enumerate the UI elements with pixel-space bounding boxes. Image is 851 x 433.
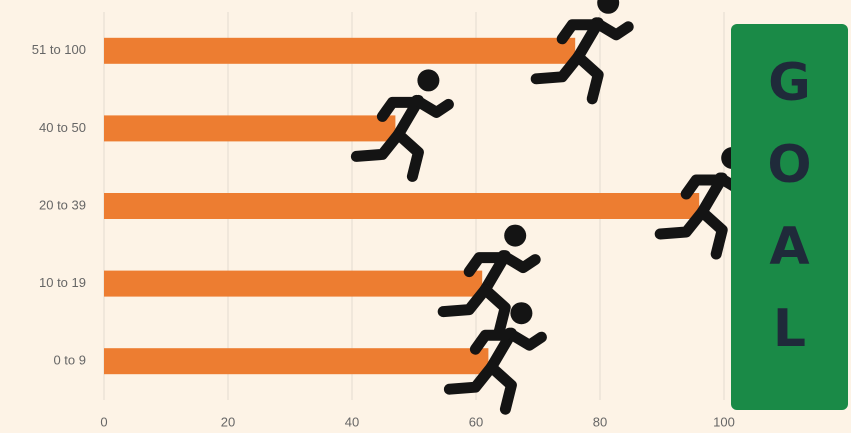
runner-arm (376, 96, 418, 122)
runner-leg (437, 284, 491, 318)
runner-leg (392, 128, 424, 182)
goal-box: GOAL (731, 24, 848, 410)
runner-icon (443, 302, 547, 415)
x-tick-label: 60 (469, 414, 483, 429)
runner-arm (590, 17, 634, 41)
bar (104, 348, 489, 375)
runner-leg (696, 206, 728, 260)
x-tick-label: 0 (100, 414, 107, 429)
runner-leg (530, 51, 584, 85)
runner-icon (437, 224, 541, 338)
runner-arm (410, 94, 454, 118)
runner-arm (469, 329, 511, 355)
y-tick-label: 20 to 39 (39, 197, 86, 212)
runner-head (597, 0, 620, 14)
runner-arm (556, 19, 598, 45)
runner-leg (654, 206, 708, 240)
bar (104, 270, 483, 297)
runner-leg (572, 51, 604, 105)
runner-icon (530, 0, 634, 105)
bar (104, 37, 576, 64)
bar (104, 115, 396, 142)
goal-text: GOAL (759, 53, 820, 381)
y-tick-label: 10 to 19 (39, 275, 86, 290)
runner-arm (503, 327, 547, 351)
runner-head (504, 224, 527, 247)
x-tick-label: 100 (713, 414, 735, 429)
runner-icon (350, 69, 454, 182)
x-tick-label: 20 (221, 414, 235, 429)
y-tick-label: 51 to 100 (32, 42, 86, 57)
bar (104, 193, 700, 219)
runner-arm (497, 250, 541, 274)
y-tick-label: 40 to 50 (39, 120, 86, 135)
x-tick-label: 80 (593, 414, 607, 429)
runner-leg (350, 128, 404, 162)
runner-head (417, 69, 440, 92)
x-tick-label: 40 (345, 414, 359, 429)
y-tick-label: 0 to 9 (53, 353, 86, 368)
runner-leg (485, 361, 517, 415)
runner-leg (443, 361, 497, 395)
runner-arm (463, 252, 505, 278)
runner-head (510, 302, 533, 325)
runner-arm (680, 174, 722, 200)
runner-leg (479, 284, 511, 338)
